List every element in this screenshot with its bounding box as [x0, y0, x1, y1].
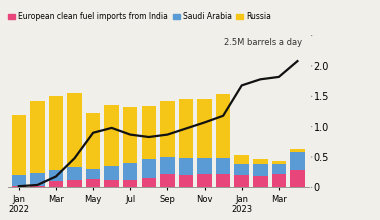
Bar: [11, 186, 26, 187]
Bar: [253, 176, 268, 187]
Bar: [216, 174, 230, 187]
Bar: [105, 166, 119, 180]
Bar: [179, 175, 193, 187]
Bar: [179, 99, 193, 158]
Bar: [160, 157, 175, 174]
Bar: [234, 164, 249, 175]
Bar: [11, 175, 26, 186]
Bar: [197, 174, 212, 187]
Bar: [49, 181, 63, 187]
Bar: [67, 167, 82, 180]
Bar: [272, 161, 286, 164]
Bar: [105, 105, 119, 166]
Bar: [272, 164, 286, 174]
Bar: [253, 164, 268, 176]
Text: 2.5M barrels a day: 2.5M barrels a day: [225, 38, 302, 47]
Bar: [234, 175, 249, 187]
Bar: [142, 106, 156, 159]
Bar: [123, 107, 138, 163]
Bar: [86, 179, 100, 187]
Bar: [290, 170, 305, 187]
Bar: [179, 158, 193, 175]
Bar: [234, 155, 249, 164]
Bar: [123, 180, 138, 187]
Bar: [197, 158, 212, 174]
Bar: [123, 163, 138, 180]
Bar: [216, 158, 230, 174]
Bar: [142, 159, 156, 178]
Bar: [30, 101, 44, 173]
Bar: [67, 93, 82, 167]
Bar: [290, 152, 305, 170]
Bar: [49, 170, 63, 181]
Bar: [160, 101, 175, 157]
Bar: [290, 149, 305, 152]
Bar: [86, 169, 100, 179]
Bar: [105, 180, 119, 187]
Bar: [253, 160, 268, 164]
Bar: [30, 173, 44, 186]
Legend: European clean fuel imports from India, Saudi Arabia, Russia: European clean fuel imports from India, …: [5, 9, 274, 24]
Bar: [272, 174, 286, 187]
Bar: [197, 99, 212, 158]
Bar: [216, 94, 230, 158]
Bar: [160, 174, 175, 187]
Bar: [142, 178, 156, 187]
Bar: [11, 115, 26, 175]
Bar: [49, 96, 63, 170]
Bar: [86, 113, 100, 169]
Bar: [67, 180, 82, 187]
Bar: [30, 186, 44, 187]
